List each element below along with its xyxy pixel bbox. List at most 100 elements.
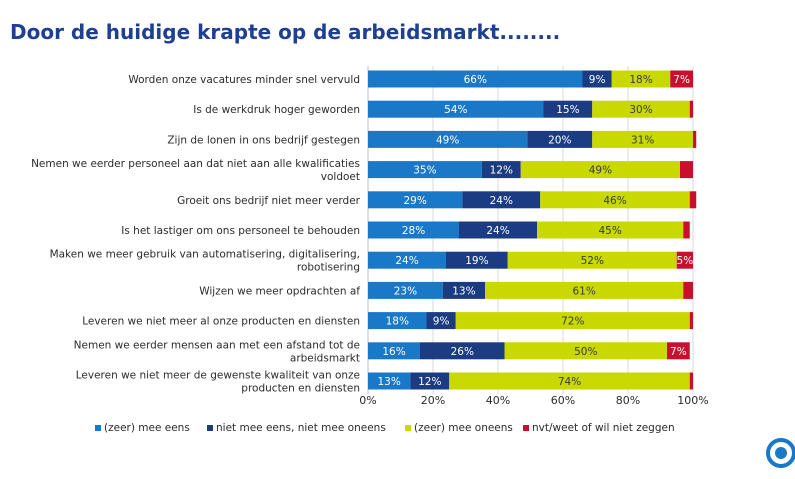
data-label: 54% [444,104,467,116]
bar-segment [368,221,459,239]
bar-segment [368,70,583,88]
x-tick-label: 0% [359,394,376,407]
bar-segment [368,191,463,209]
category-label-line: Is de werkdruk hoger geworden [193,104,360,116]
category-label: Leveren we niet meer de gewenste kwalite… [76,370,360,395]
category-label: Nemen we eerder mensen aan met een afsta… [74,339,360,364]
category-label-line: robotisering [297,262,360,274]
data-label: 9% [589,74,606,86]
data-label: 20% [548,134,571,146]
x-tick-label: 60% [551,394,575,407]
data-label: 30% [629,104,652,116]
bar-segment [689,191,697,209]
category-label-line: Is het lastiger om ons personeel te beho… [121,225,360,237]
category-label-line: Worden onze vacatures minder snel vervul… [128,74,360,86]
bar-segment [582,70,612,88]
data-label: 49% [589,165,612,177]
category-label: Is de werkdruk hoger geworden [193,104,360,116]
category-label: Zijn de lonen in ons bedrijf gestegen [167,134,360,146]
bar-segment [462,191,541,209]
category-label-line: Maken we meer gebruik van automatisering… [50,249,360,261]
bar-segment [543,100,593,118]
legend-label: niet mee eens, niet mee oneens [216,422,386,434]
bar-segment [449,372,690,390]
category-label: Worden onze vacatures minder snel vervul… [128,74,360,86]
data-label: 50% [574,346,597,358]
data-label: 18% [629,74,652,86]
bar-segment [611,70,671,88]
bar-segment [420,342,505,360]
data-label: 28% [402,225,425,237]
bar-segment [520,161,680,179]
bar-segment [689,312,693,330]
bar-segment [504,342,667,360]
bar-segment [368,130,528,148]
data-label: 45% [598,225,621,237]
bars: 66% 9% 18% 7% 54% 15% 30% 49% 20% 31% 35% 12% 49% 29%… [368,70,697,390]
bar-segment [368,281,443,299]
legend-swatch [207,425,213,431]
bar-segment [368,312,427,330]
data-label: 52% [581,255,604,267]
bar-segment [689,372,693,390]
bar-segment [689,100,693,118]
bar-segment [446,251,508,269]
bar-segment [442,281,485,299]
data-label: 7% [673,74,690,86]
data-label: 12% [490,165,513,177]
bar-segment [683,281,693,299]
data-label: 46% [603,195,626,207]
x-axis-ticks: 0% 20% 40% 60% 80% 100% [359,394,708,407]
data-label: 13% [377,376,400,388]
logo-icon [766,438,795,468]
category-label-line: arbeidsmarkt [290,352,360,364]
data-label: 35% [413,165,436,177]
data-label: 12% [418,376,441,388]
data-label: 29% [403,195,426,207]
legend-label: nvt/weet of wil niet zeggen [532,422,675,434]
bar-segment [592,100,690,118]
bar-segment [667,342,690,360]
bar-segment [368,251,446,269]
page-title: Door de huidige krapte op de arbeidsmark… [10,20,561,44]
data-label: 61% [572,285,595,297]
bar-segment [368,161,482,179]
bar-segment [481,161,521,179]
x-tick-label: 80% [616,394,640,407]
category-label: Maken we meer gebruik van automatisering… [50,249,360,274]
data-label: 9% [433,316,450,328]
bar-segment [680,161,693,179]
bar-segment [485,281,684,299]
category-label: Nemen we eerder personeel aan dat niet a… [31,158,360,183]
x-tick-label: 20% [421,394,445,407]
bar-segment [426,312,456,330]
data-label: 18% [386,316,409,328]
data-label: 13% [452,285,475,297]
category-label-line: Nemen we eerder mensen aan met een afsta… [74,339,360,351]
data-label: 74% [558,376,581,388]
legend: (zeer) mee eens niet mee eens, niet mee o… [95,422,675,434]
data-label: 26% [451,346,474,358]
data-label: 31% [631,134,654,146]
x-tick-label: 40% [486,394,510,407]
bar-segment [527,130,593,148]
data-label: 19% [465,255,488,267]
category-label-line: Groeit ons bedrijf niet meer verder [177,195,361,207]
data-label: 23% [394,285,417,297]
bar-segment [676,251,693,269]
category-label-line: Wijzen we meer opdrachten af [199,285,360,297]
category-label-line: Leveren we niet meer de gewenste kwalite… [76,370,360,382]
category-label: Is het lastiger om ons personeel te beho… [121,225,360,237]
bar-segment [540,191,690,209]
legend-swatch [95,425,101,431]
category-label-line: Zijn de lonen in ons bedrijf gestegen [167,134,360,146]
legend-label: (zeer) mee oneens [414,422,513,434]
bar-segment [693,130,697,148]
category-label-line: Leveren we niet meer al onze producten e… [82,316,360,328]
bar-segment [459,221,537,239]
category-labels: Worden onze vacatures minder snel vervul… [31,74,361,395]
bar-segment [537,221,684,239]
bar-segment [507,251,677,269]
category-label: Leveren we niet meer al onze producten e… [82,316,360,328]
